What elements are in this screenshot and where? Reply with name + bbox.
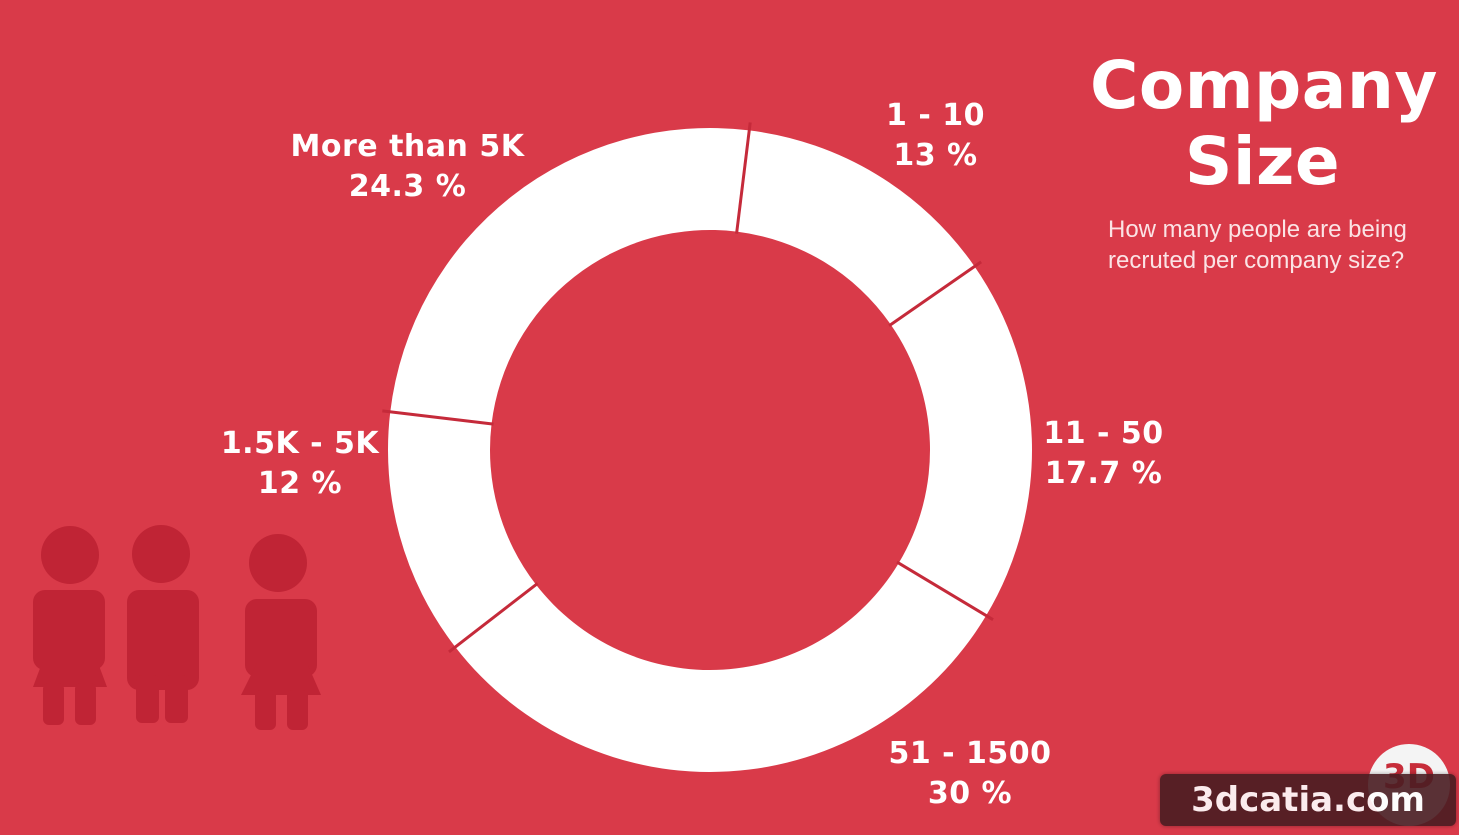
female-person-icon	[33, 526, 107, 725]
category-label: 1 - 10	[886, 98, 985, 133]
label-1-10: 1 - 10 13 %	[868, 96, 1003, 176]
donut-slice	[390, 127, 750, 424]
subtitle-line: recruted per company size?	[1108, 247, 1405, 274]
value-label: 17.7 %	[1044, 456, 1163, 491]
chart-subtitle: How many people are being recruted per c…	[1108, 214, 1453, 276]
value-label: 24.3 %	[348, 169, 467, 204]
category-label: 51 - 1500	[888, 736, 1052, 771]
slice-separator	[735, 122, 752, 234]
value-label: 30 %	[927, 776, 1013, 811]
slice-separator	[888, 260, 982, 327]
title-line: Company	[1090, 47, 1438, 124]
female-person-icon	[241, 534, 321, 730]
people-illustration	[33, 525, 321, 730]
label-51-1500: 51 - 1500 30 %	[880, 734, 1060, 814]
donut-slice	[890, 266, 1032, 616]
donut-slice	[455, 563, 987, 772]
donut-slice	[388, 411, 536, 648]
slice-separator	[448, 582, 539, 654]
subtitle-line: How many people are being	[1108, 216, 1407, 243]
label-11-50: 11 - 50 17.7 %	[1036, 414, 1171, 494]
slice-separator	[382, 409, 494, 426]
label-1-5k-5k: 1.5K - 5K 12 %	[215, 424, 385, 504]
donut-slice	[736, 130, 975, 325]
category-label: More than 5K	[290, 129, 525, 164]
value-label: 13 %	[893, 138, 978, 173]
slice-separator	[896, 560, 994, 621]
value-label: 12 %	[257, 466, 343, 501]
title-line: Size	[1184, 123, 1341, 200]
watermark-text: 3dcatia.com	[1160, 774, 1456, 826]
chart-title: Company Size	[1090, 47, 1438, 200]
male-person-icon	[127, 525, 199, 723]
category-label: 1.5K - 5K	[220, 426, 380, 461]
label-more-than-5k: More than 5K 24.3 %	[285, 127, 530, 207]
category-label: 11 - 50	[1043, 416, 1164, 451]
